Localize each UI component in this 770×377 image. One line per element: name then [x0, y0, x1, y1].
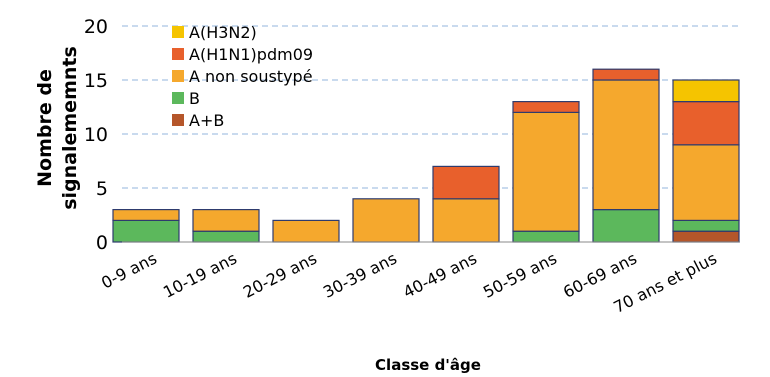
y-tick-label: 5 — [96, 178, 108, 200]
bar-segment — [432, 198, 500, 243]
legend-swatch — [172, 48, 184, 60]
bar-segment — [272, 219, 340, 243]
y-axis-title-line2: signalememnts — [59, 46, 81, 210]
legend-label: B — [189, 89, 200, 108]
x-axis-ticks: 0-9 ans 10-19 ans 20-29 ans 30-39 ans 40-49 … — [98, 249, 720, 317]
bar-segment — [512, 100, 580, 113]
y-tick-label: 10 — [84, 124, 108, 146]
y-tick-label: 15 — [84, 70, 108, 92]
x-tick-label: 40-49 ans — [400, 249, 480, 302]
bar-segment — [192, 209, 260, 232]
y-axis-title-line1: Nombre de — [34, 69, 56, 187]
x-axis-title: Classe d'âge — [375, 356, 481, 374]
y-tick-label: 0 — [96, 232, 108, 254]
bar-segment — [672, 219, 740, 232]
x-tick-label: 20-29 ans — [240, 249, 320, 302]
bar-segment — [352, 198, 420, 243]
y-tick-label: 20 — [84, 16, 108, 38]
x-tick-label: 50-59 ans — [480, 249, 560, 302]
x-tick-label: 0-9 ans — [98, 249, 160, 293]
bar-segment — [592, 79, 660, 211]
bar-segment — [512, 230, 580, 243]
bar-segment — [192, 230, 260, 243]
x-tick-label: 30-39 ans — [320, 249, 400, 302]
legend-label: A(H3N2) — [189, 23, 257, 42]
bar-segment — [112, 219, 180, 243]
legend-swatch — [172, 70, 184, 82]
legend-swatch — [172, 92, 184, 104]
legend-swatch — [172, 26, 184, 38]
bar-segment — [672, 230, 740, 243]
bar-segment — [512, 111, 580, 232]
x-tick-label: 10-19 ans — [160, 249, 240, 302]
bar-segment — [112, 209, 180, 222]
bar-segment — [672, 144, 740, 222]
bars — [112, 68, 740, 243]
legend: A(H3N2) A(H1N1)pdm09 A non soustypé B A+B — [172, 23, 313, 130]
y-axis-ticks: 0 5 10 15 20 — [84, 16, 108, 254]
bar-segment — [672, 100, 740, 146]
legend-label: A+B — [189, 111, 224, 130]
bar-segment — [592, 209, 660, 243]
bar-segment — [672, 79, 740, 103]
legend-swatch — [172, 114, 184, 126]
legend-label: A non soustypé — [189, 67, 313, 86]
bar-segment — [432, 165, 500, 200]
bar-segment — [592, 68, 660, 81]
legend-label: A(H1N1)pdm09 — [189, 45, 313, 64]
